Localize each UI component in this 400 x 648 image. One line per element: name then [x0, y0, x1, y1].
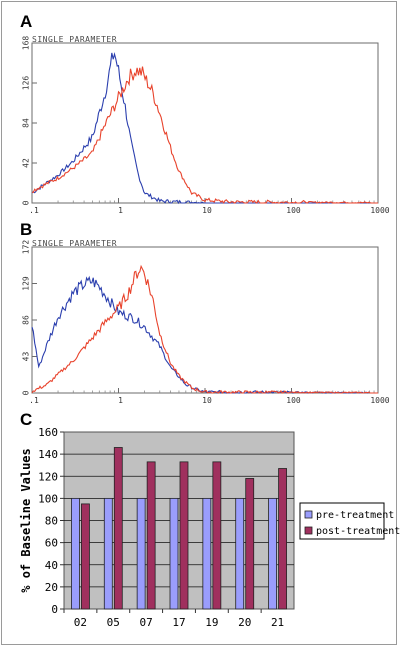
hist-a-x-tick-label: .1: [29, 206, 39, 215]
panel-a-title: SINGLE PARAMETER: [32, 35, 118, 44]
bar-c-legend-box: [299, 502, 385, 540]
bar-pre-20: [235, 497, 245, 610]
hist-b-y-tick-label: 0: [22, 390, 31, 395]
hist-b-y-tick-label: 172: [22, 240, 31, 255]
bar-c-x-tick-label: 19: [205, 616, 218, 629]
bar-c-x-tick-label: 02: [74, 616, 87, 629]
bar-pre-05: [103, 497, 113, 610]
bar-c-y-tick-label: 140: [38, 448, 58, 461]
panel-b-title: SINGLE PARAMETER: [32, 239, 118, 248]
hist-b-x-tick-label: 100: [286, 396, 301, 405]
bar-post-20: [245, 478, 255, 610]
bar-c-y-tick-label: 60: [45, 537, 58, 550]
hist-a-y-tick-label: 42: [22, 158, 31, 168]
legend-swatch-1: [304, 510, 313, 519]
bar-c-y-tick-label: 160: [38, 426, 58, 439]
legend-label-2: post-treatment: [316, 526, 400, 537]
bar-post-07: [146, 461, 156, 610]
bar-c-x-tick-label: 21: [271, 616, 284, 629]
bar-post-05: [113, 447, 123, 610]
hist-a-series-2: [32, 66, 378, 204]
hist-a-x-tick-label: 10: [202, 206, 212, 215]
hist-b-y-tick-label: 129: [22, 276, 31, 291]
hist-b-y-tick-label: 86: [22, 315, 31, 325]
hist-a-y-tick-label: 0: [22, 200, 31, 205]
hist-a-x-tick-label: 100: [286, 206, 301, 215]
bar-c-y-axis-label: % of Baseline Values: [19, 448, 33, 593]
hist-a-plot-frame: [31, 42, 379, 204]
panel-label-c: C: [20, 410, 33, 429]
hist-a-y-tick-label: 84: [22, 118, 31, 128]
hist-a-y-tick-label: 126: [22, 76, 31, 91]
hist-b-x-tick-label: .1: [29, 396, 39, 405]
bar-post-19: [212, 461, 222, 610]
bar-c-x-tick-label: 05: [107, 616, 120, 629]
legend-swatch-2: [304, 526, 313, 535]
bar-c-x-tick-label: 07: [140, 616, 153, 629]
bar-c-y-tick-label: 0: [51, 603, 58, 616]
hist-b-x-tick-label: 10: [202, 396, 212, 405]
hist-b-x-tick-label: 1: [118, 396, 123, 405]
bar-c-y-tick-label: 120: [38, 470, 58, 483]
hist-b-x-tick-label: 1000: [370, 396, 389, 405]
bar-pre-17: [169, 497, 179, 610]
hist-a-x-tick-label: 1000: [370, 206, 389, 215]
bar-c-y-tick-label: 20: [45, 581, 58, 594]
hist-a-x-tick-label: 1: [118, 206, 123, 215]
histogram-b: 0 43 86 129 172 .1 1 10 100 1000: [22, 240, 390, 405]
hist-b-y-tick-label: 43: [22, 352, 31, 362]
bar-pre-02: [71, 497, 80, 610]
bar-pre-07: [136, 497, 146, 610]
bar-pre-19: [202, 497, 212, 610]
bar-c-x-tick-label: 20: [238, 616, 251, 629]
bar-post-02: [81, 503, 90, 610]
bar-c-y-tick-label: 100: [38, 492, 58, 505]
bar-c-y-tick-label: 80: [45, 515, 58, 528]
panel-label-b: B: [20, 220, 33, 239]
bar-pre-21: [268, 497, 277, 610]
legend-label-1: pre-treatment: [316, 510, 394, 521]
bar-post-17: [179, 461, 189, 610]
bar-post-21: [278, 468, 287, 610]
panel-label-a: A: [20, 12, 33, 31]
hist-b-series-2: [31, 264, 378, 394]
bar-c-x-tick-label: 17: [172, 616, 185, 629]
bar-c-y-tick-label: 40: [45, 559, 58, 572]
histogram-a: 0 42 84 126 168 .1 1 10 100 1000: [22, 36, 390, 215]
hist-a-y-tick-label: 168: [22, 36, 31, 51]
